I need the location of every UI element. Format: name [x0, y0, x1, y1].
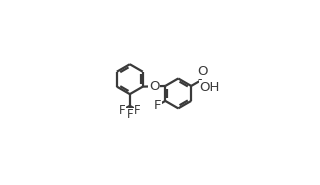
Text: O: O	[197, 65, 208, 78]
Text: OH: OH	[199, 81, 220, 94]
Text: F: F	[119, 104, 125, 117]
Text: F: F	[134, 104, 141, 117]
Text: F: F	[126, 108, 133, 121]
Text: F: F	[154, 99, 161, 112]
Text: O: O	[149, 80, 159, 93]
